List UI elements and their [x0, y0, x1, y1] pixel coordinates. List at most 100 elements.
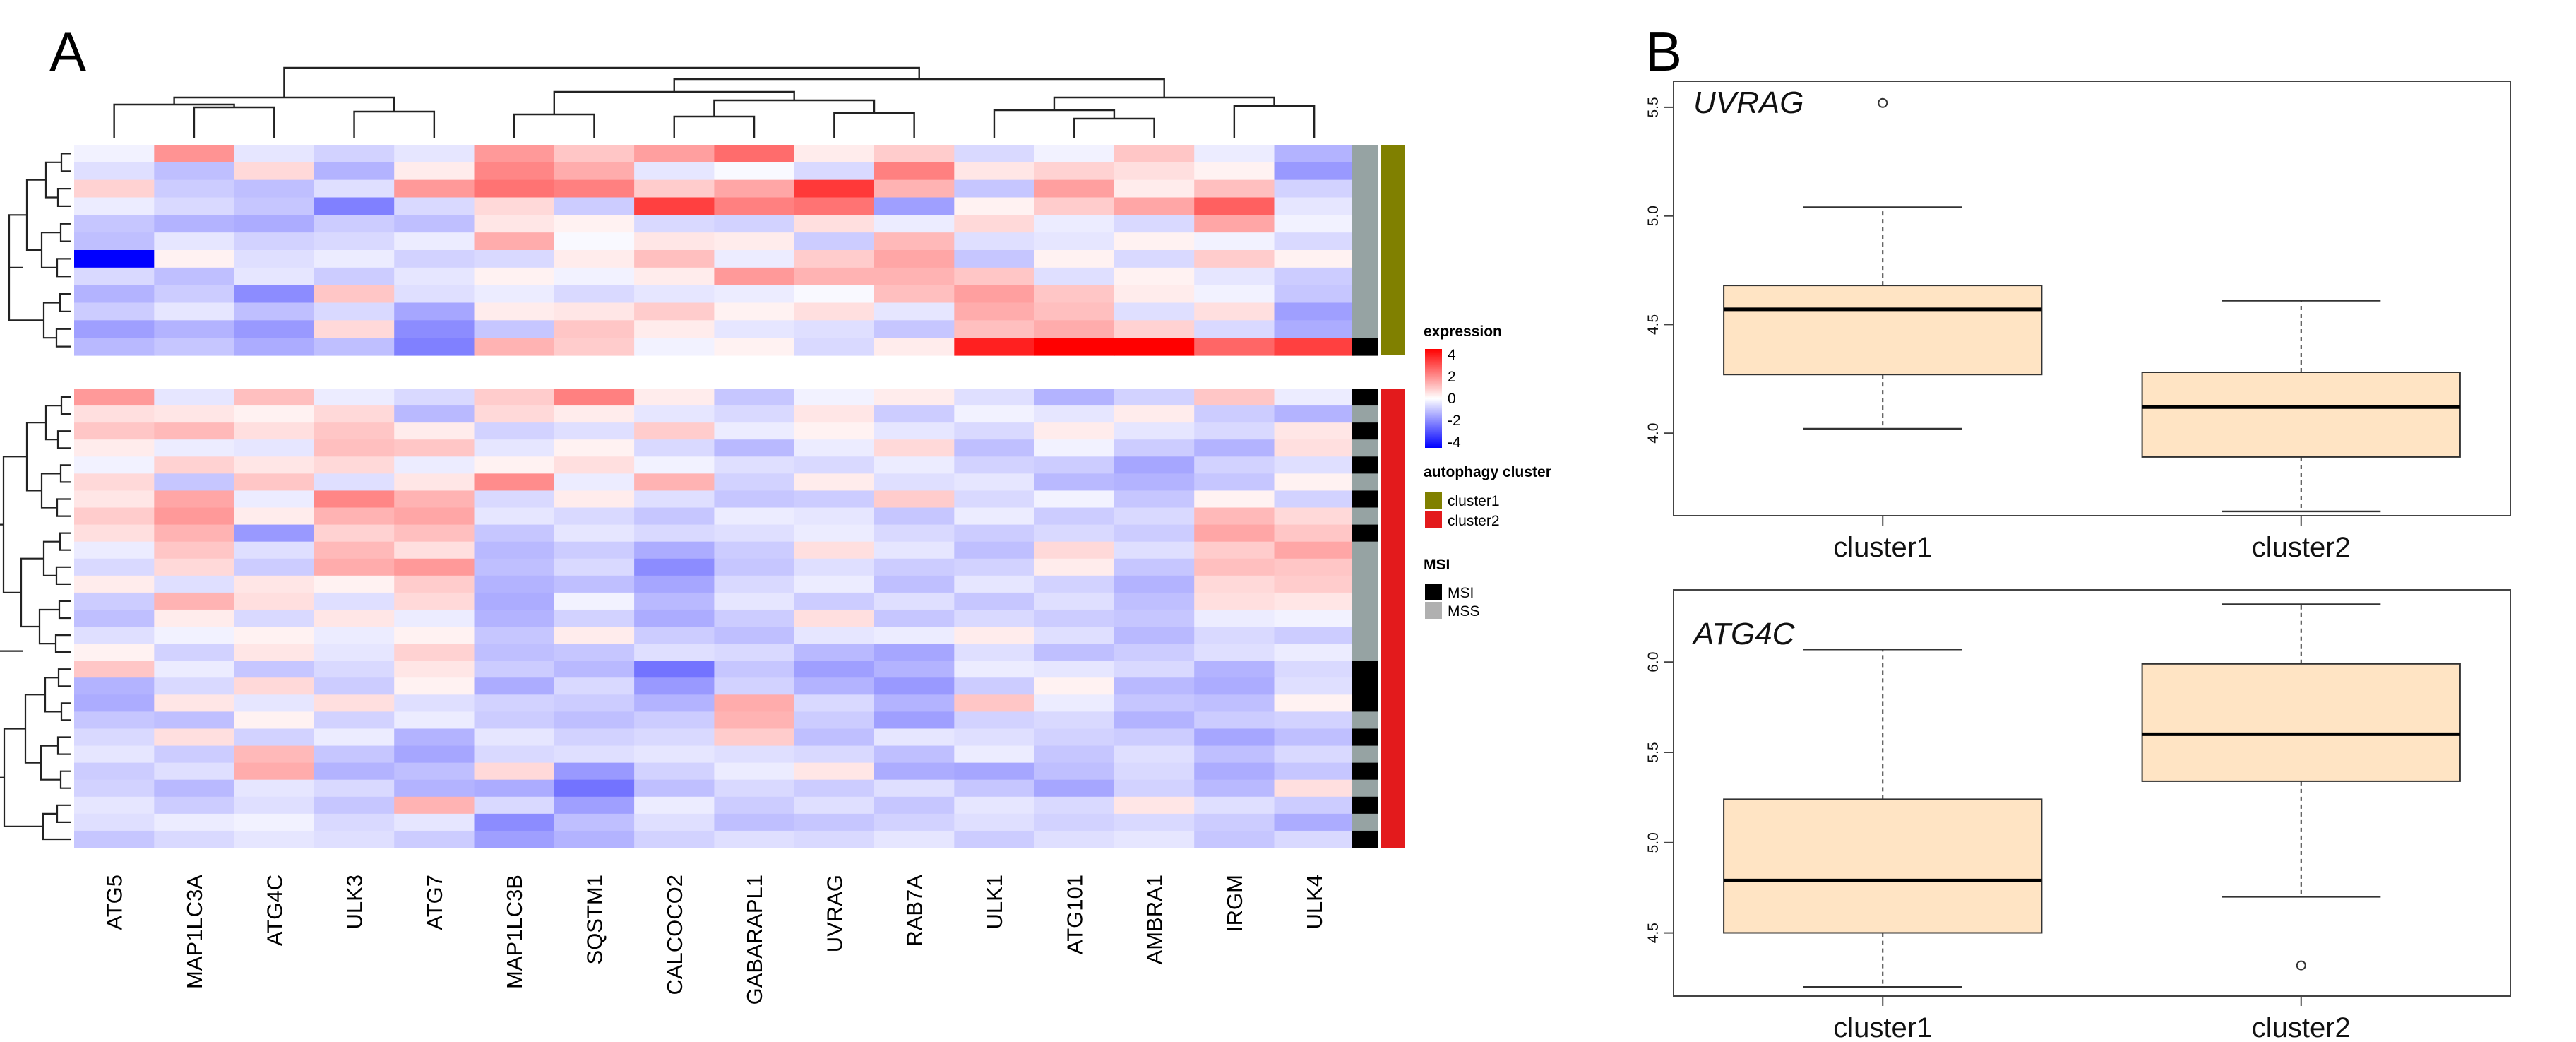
- cluster1-cell-map1lc3a-row3: [154, 179, 235, 199]
- cluster1-cell-uvrag-row8: [794, 267, 875, 286]
- cluster2-cell-ulk1-row14: [954, 609, 1035, 627]
- cluster2-cell-irgm-row17: [1194, 661, 1275, 678]
- cluster2-cell-ulk1-row27: [954, 830, 1035, 848]
- gene-dendro-link-5: [513, 113, 595, 138]
- cluster2-cell-ulk4-row11: [1274, 558, 1355, 576]
- cluster1-cell-atg5-row4: [74, 197, 155, 215]
- cluster2-cell-gabarapl1-row7: [714, 490, 795, 509]
- cluster1-cell-ulk4-row2: [1274, 162, 1355, 181]
- cluster2-cell-atg5-row11: [74, 558, 155, 576]
- cluster2-cell-uvrag-row21: [794, 728, 875, 747]
- cluster1-cell-ulk1-row2: [954, 162, 1035, 181]
- cluster2-cell-sqstm1-row18: [554, 677, 635, 695]
- cluster2-cell-map1lc3b-row26: [474, 813, 555, 831]
- cluster2-cell-irgm-row2: [1194, 405, 1275, 423]
- cluster2-cell-atg4c-row5: [234, 456, 315, 474]
- cluster1-cell-atg5-row7: [74, 250, 155, 268]
- cluster2-cell-rab7a-row25: [874, 796, 955, 815]
- cluster2-cell-map1lc3a-row27: [154, 830, 235, 848]
- cluster2-cell-ulk4-row12: [1274, 575, 1355, 593]
- expression-tick-0: 0: [1448, 391, 1456, 407]
- cluster2-msi-annotation-cell: [1352, 728, 1378, 747]
- cluster2-cell-sqstm1-row25: [554, 796, 635, 815]
- cluster2-cell-calcoco2-row23: [634, 762, 715, 781]
- cluster1-cell-rab7a-row9: [874, 285, 955, 304]
- cluster2-cell-atg101-row26: [1034, 813, 1115, 831]
- cluster2-cell-ambra1-row27: [1114, 830, 1195, 848]
- cluster2-cell-rab7a-row3: [874, 422, 955, 440]
- cluster2-cell-uvrag-row19: [794, 694, 875, 712]
- gene-dendro-link-7: [833, 112, 915, 138]
- cluster2-cell-uvrag-row10: [794, 541, 875, 560]
- cluster2-cell-ulk1-row9: [954, 524, 1035, 543]
- cluster2-cell-atg101-row23: [1034, 762, 1115, 781]
- cluster1-cell-atg7-row1: [394, 145, 475, 163]
- cluster2-cell-sqstm1-row24: [554, 779, 635, 798]
- uvrag-boxplot: UVRAG 4.0 4.5 5.0 5.5 cluster1 cluster2: [1645, 81, 2511, 563]
- expression-color-scale: [1425, 349, 1442, 448]
- cluster2-cell-uvrag-row1: [794, 389, 875, 406]
- cluster2-cell-atg5-row23: [74, 762, 155, 781]
- cluster1-cell-ulk3-row2: [314, 162, 395, 181]
- cluster2-cell-map1lc3b-row27: [474, 830, 555, 848]
- cluster2-cell-irgm-row3: [1194, 422, 1275, 440]
- cluster2-cell-atg4c-row26: [234, 813, 315, 831]
- cluster2-cell-atg101-row27: [1034, 830, 1115, 848]
- cluster2-cell-ulk1-row6: [954, 473, 1035, 492]
- cluster2-cell-gabarapl1-row10: [714, 541, 795, 560]
- cluster2-cell-ambra1-row15: [1114, 627, 1195, 644]
- cluster2-cell-atg7-row13: [394, 592, 475, 610]
- cluster-legend-title: autophagy cluster: [1424, 464, 1551, 480]
- cluster2-cell-uvrag-row15: [794, 627, 875, 644]
- cluster2-cell-gabarapl1-row12: [714, 575, 795, 593]
- cluster2-legend-swatch: [1425, 511, 1442, 528]
- cluster2-cell-map1lc3a-row4: [154, 439, 235, 457]
- cluster2-cell-irgm-row18: [1194, 677, 1275, 695]
- cluster2-cell-uvrag-row7: [794, 490, 875, 509]
- cluster2-msi-annotation-cell: [1352, 389, 1378, 406]
- cluster2-cell-irgm-row26: [1194, 813, 1275, 831]
- cluster2-cell-map1lc3a-row23: [154, 762, 235, 781]
- cluster1-cell-sqstm1-row4: [554, 197, 635, 215]
- cluster1-cell-ambra1-row7: [1114, 250, 1195, 268]
- cluster2-cell-gabarapl1-row25: [714, 796, 795, 815]
- cluster2-cell-rab7a-row12: [874, 575, 955, 593]
- cluster2-sample-dendro-link-3: [59, 464, 71, 483]
- cluster1-cell-atg7-row6: [394, 232, 475, 251]
- cluster2-cell-ambra1-row4: [1114, 439, 1195, 457]
- gene-dendro-link-3: [353, 110, 436, 138]
- cluster2-cell-uvrag-row14: [794, 609, 875, 627]
- cluster2-cell-gabarapl1-row20: [714, 711, 795, 730]
- cluster2-msi-annotation-cell: [1352, 524, 1378, 543]
- cluster2-cell-atg5-row9: [74, 524, 155, 543]
- cluster2-cell-uvrag-row26: [794, 813, 875, 831]
- cluster1-cell-calcoco2-row3: [634, 179, 715, 199]
- cluster1-msi-annotation-cell: [1352, 197, 1378, 215]
- cluster1-msi-annotation-cell: [1352, 215, 1378, 233]
- atg4c-ytick-label-0: 4.5: [1645, 923, 1662, 943]
- cluster1-sample-dendro-link-2: [56, 188, 71, 207]
- cluster1-cell-atg5-row5: [74, 215, 155, 233]
- cluster1-cell-calcoco2-row1: [634, 145, 715, 163]
- cluster2-cell-gabarapl1-row3: [714, 422, 795, 440]
- cluster2-cell-atg101-row7: [1034, 490, 1115, 509]
- cluster2-cell-uvrag-row5: [794, 456, 875, 474]
- cluster1-cell-atg7-row12: [394, 338, 475, 356]
- cluster1-cell-gabarapl1-row7: [714, 250, 795, 268]
- cluster1-sample-dendro-link-10: [25, 179, 46, 251]
- cluster2-cell-gabarapl1-row19: [714, 694, 795, 712]
- cluster2-cell-irgm-row14: [1194, 609, 1275, 627]
- cluster2-cell-ulk3-row13: [314, 592, 395, 610]
- cluster2-cell-ambra1-row5: [1114, 456, 1195, 474]
- cluster2-cell-rab7a-row2: [874, 405, 955, 423]
- cluster1-cell-map1lc3a-row7: [154, 250, 235, 268]
- cluster1-msi-annotation-cell: [1352, 285, 1378, 304]
- cluster2-cell-atg5-row10: [74, 541, 155, 560]
- gene-label-irgm: IRGM: [1222, 875, 1247, 932]
- gene-label-ulk1: ULK1: [982, 875, 1007, 930]
- atg4c-cluster2-box: [2141, 663, 2461, 782]
- cluster1-sample-dendro-link-3: [59, 223, 71, 242]
- cluster1-cell-calcoco2-row2: [634, 162, 715, 181]
- cluster2-cell-ulk3-row12: [314, 575, 395, 593]
- cluster1-cell-irgm-row4: [1194, 197, 1275, 215]
